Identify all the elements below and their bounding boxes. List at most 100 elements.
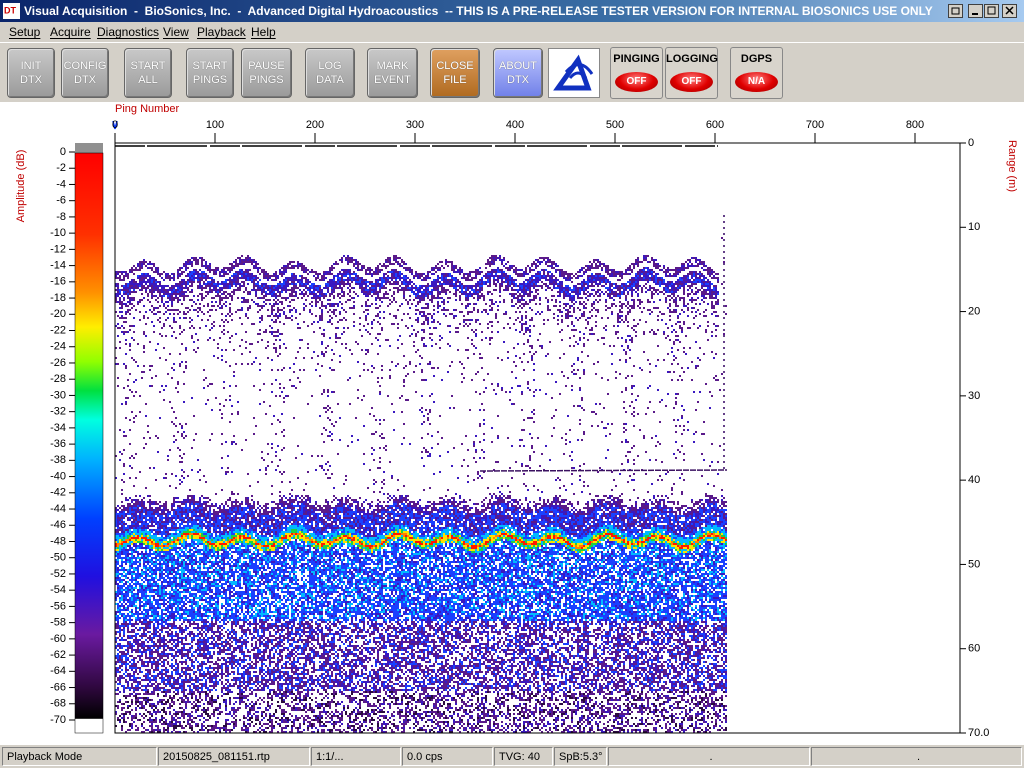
app-icon: DT	[3, 3, 20, 19]
button-label: DTX	[20, 74, 42, 86]
amplitude-tick-label: -62	[50, 649, 66, 661]
amplitude-tick-label: -30	[50, 389, 66, 401]
echo-speckle	[115, 237, 727, 733]
biosonics-logo[interactable]	[548, 48, 600, 98]
status-field: 20150825_081151.rtp	[158, 747, 310, 766]
echo-speckle	[115, 691, 727, 733]
toolbar-button[interactable]: ABOUT DTX	[493, 48, 543, 98]
amplitude-tick-label: -10	[50, 227, 66, 239]
amplitude-tick-label: -8	[56, 211, 66, 223]
echo-data	[115, 237, 727, 733]
menu-item[interactable]: View	[163, 25, 189, 39]
range-axis-label: Range (m)	[1006, 140, 1018, 192]
amplitude-tick-label: -22	[50, 324, 66, 336]
status-indicator: PINGING OFF	[610, 47, 663, 99]
echogram-panel: Ping Number Amplitude (dB) Range (m) 0 10…	[0, 102, 1024, 745]
range-tick-label: 20	[968, 305, 980, 317]
trace-line	[479, 469, 728, 472]
button-label: EVENT	[374, 74, 411, 86]
indicator-label: LOGGING	[666, 53, 718, 65]
amplitude-tick-label: -58	[50, 617, 66, 629]
ping-tick-label: 100	[206, 119, 224, 131]
amplitude-tick-label: -24	[50, 341, 66, 353]
ping-tick-label: 700	[806, 119, 824, 131]
button-label: START	[130, 60, 166, 72]
toolbar-button[interactable]: START PINGS	[186, 48, 234, 98]
ping-axis-label: Ping Number	[115, 103, 180, 115]
status-field: 0.0 cps	[402, 747, 493, 766]
amplitude-tick-label: -12	[50, 243, 66, 255]
status-indicator: DGPS N/A	[730, 47, 783, 99]
ping-tick-label: 300	[406, 119, 424, 131]
echo-speckle	[115, 533, 727, 549]
indicator-state: OFF	[670, 72, 713, 92]
amplitude-tick-label: 0	[60, 146, 66, 158]
range-tick-label: 50	[968, 558, 980, 570]
status-indicator: LOGGING OFF	[665, 47, 718, 99]
indicator-state: N/A	[735, 72, 778, 92]
amplitude-tick-label: -68	[50, 698, 66, 710]
menu-item[interactable]: Diagnostics	[97, 25, 160, 39]
button-label: DTX	[507, 74, 529, 86]
indicator-label: DGPS	[740, 53, 773, 65]
echo-speckle	[115, 255, 727, 733]
ping-tick-label: 800	[906, 119, 924, 131]
amplitude-tick-label: -54	[50, 584, 66, 596]
button-label: ALL	[138, 74, 158, 86]
toolbar-button[interactable]: MARK EVENT	[367, 48, 418, 98]
window-controls[interactable]	[948, 4, 1022, 20]
menu-item[interactable]: Playback	[197, 25, 246, 39]
menu-bar: Setup Acquire Diagnostics View Playback Help	[0, 22, 1024, 42]
indicator-state: OFF	[615, 72, 658, 92]
button-label: INIT	[20, 60, 42, 72]
amplitude-tick-label: -64	[50, 665, 66, 677]
status-field: .	[811, 747, 1022, 766]
status-field: TVG: 40	[494, 747, 553, 766]
menu-item[interactable]: Help	[251, 25, 276, 39]
toolbar-button[interactable]: START ALL	[124, 48, 172, 98]
ping-tick-label: 400	[506, 119, 524, 131]
amplitude-tick-label: -56	[50, 600, 66, 612]
amplitude-tick-label: -34	[50, 422, 66, 434]
button-label: DTX	[74, 74, 96, 86]
range-tick-label: 60	[968, 643, 980, 655]
menu-item[interactable]: Acquire	[50, 25, 91, 39]
button-label: MARK	[376, 60, 409, 72]
button-label: PINGS	[249, 74, 284, 86]
amplitude-tick-label: -36	[50, 438, 66, 450]
amplitude-tick-label: -20	[50, 308, 66, 320]
indicator-label: PINGING	[613, 53, 660, 65]
plot-frame	[114, 142, 961, 734]
button-label: START	[192, 60, 228, 72]
amplitude-tick-label: -40	[50, 470, 66, 482]
toolbar-button[interactable]: LOG DATA	[305, 48, 355, 98]
menu-item[interactable]: Setup	[9, 25, 41, 39]
echo-speckle	[115, 267, 727, 691]
svg-text:DT: DT	[4, 5, 16, 15]
ping-cursor	[112, 120, 118, 130]
amplitude-tick-label: -2	[56, 162, 66, 174]
amplitude-tick-label: -50	[50, 552, 66, 564]
amplitude-tick-label: -60	[50, 633, 66, 645]
amplitude-tick-label: -70	[50, 714, 66, 726]
status-field: Playback Mode	[2, 747, 157, 766]
status-field: .	[608, 747, 810, 766]
amplitude-tick-label: -16	[50, 276, 66, 288]
button-label: PINGS	[192, 74, 228, 86]
button-label: CLOSE	[436, 60, 474, 72]
status-bar: Playback Mode 20150825_081151.rtp 1:1/... 0…	[0, 745, 1024, 768]
toolbar-button[interactable]: CLOSE FILE	[430, 48, 480, 98]
color-bar-cap	[75, 143, 103, 153]
button-label: DATA	[316, 74, 344, 86]
toolbar-button[interactable]: CONFIG DTX	[61, 48, 109, 98]
ping-tick-label: 0	[112, 119, 118, 131]
amplitude-label: Amplitude (dB)	[15, 150, 27, 223]
amplitude-tick-label: -18	[50, 292, 66, 304]
toolbar: INIT DTX CONFIG DTX START ALL START PINGS PAUSE P…	[0, 42, 1024, 103]
amplitude-tick-label: -4	[56, 178, 66, 190]
amplitude-tick-label: -26	[50, 357, 66, 369]
toolbar-button[interactable]: INIT DTX	[7, 48, 55, 98]
amplitude-tick-label: -6	[56, 195, 66, 207]
echogram: Ping Number Amplitude (dB) Range (m) 0 10…	[15, 103, 1018, 739]
toolbar-button[interactable]: PAUSE PINGS	[241, 48, 292, 98]
